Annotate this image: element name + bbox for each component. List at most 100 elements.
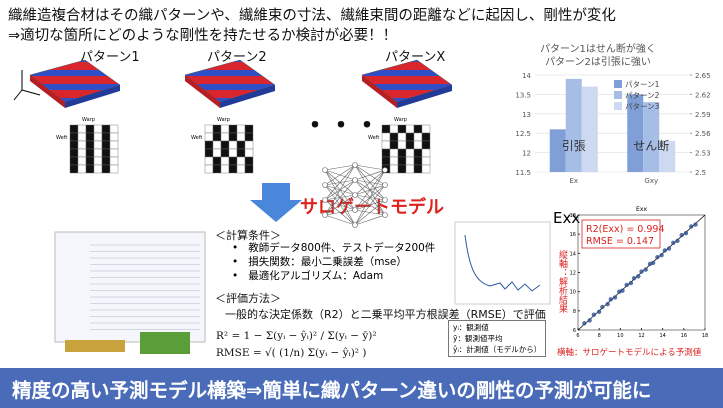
- x-tick-label: 14: [659, 333, 665, 339]
- bar: [549, 129, 566, 172]
- bullet-list: • 教師データ800件、テストデータ200件 • 損失関数：最小二乗誤差（mse…: [232, 241, 435, 283]
- formula: RMSE = √( (1/n) Σ(yᵢ − ŷᵢ)² ): [216, 347, 367, 359]
- node: [352, 162, 358, 168]
- y-tick-label: 13: [522, 111, 531, 119]
- y2-tick-label: 2.56: [695, 130, 711, 138]
- point: [662, 248, 667, 253]
- pattern-label: パターン1: [80, 50, 140, 65]
- node: [352, 192, 358, 198]
- grid-label: Warp: [82, 117, 95, 123]
- node: [382, 182, 388, 188]
- y2-tick-label: 2.65: [695, 72, 711, 80]
- x-tick-label: 8: [598, 333, 601, 339]
- point: [666, 246, 672, 251]
- y2-tick-label: 2.59: [695, 111, 711, 119]
- point: [636, 274, 641, 279]
- node: [382, 212, 388, 218]
- bullet-text: 教師データ800件、テストデータ200件: [248, 242, 436, 254]
- heading: ＜計算条件＞: [215, 229, 281, 242]
- edge: [354, 164, 386, 171]
- point: [683, 231, 689, 236]
- point: [612, 295, 618, 300]
- weave-3d: [361, 59, 453, 108]
- header-line: 織維造複合材はその織パターンや、繊維束の寸法、繊維束間の距離などに起因し、剛性が…: [8, 8, 616, 24]
- y-tick-label: 14: [522, 72, 531, 80]
- chart-title: パターン2は引張に強い: [545, 55, 651, 68]
- legend-label: パターン1: [625, 80, 660, 89]
- point: [628, 280, 634, 286]
- edge: [324, 164, 356, 171]
- down-arrow: [250, 183, 302, 222]
- scatter-chart: Exx Exx 6 8 10 12 14 16 18 6 8 10 12 14 16 18 R2(Exx) = …: [553, 206, 708, 358]
- weave-3d: [184, 59, 276, 108]
- edge: [354, 199, 386, 226]
- bullet: • 最適化アルゴリズム：Adam: [232, 270, 384, 282]
- y2-tick-label: 2.62: [695, 91, 711, 99]
- y-tick-label: 12.5: [515, 130, 531, 138]
- point: [659, 253, 664, 258]
- edge: [324, 179, 356, 216]
- grid-cell: [109, 164, 119, 174]
- node: [382, 167, 388, 173]
- x-tick-label: Gxy: [644, 177, 658, 185]
- edge: [324, 214, 356, 226]
- network-icon: [322, 162, 388, 228]
- edge: [324, 194, 356, 216]
- point: [596, 309, 602, 314]
- chart-title: パターン1はせん断が強く: [540, 42, 656, 55]
- illustrations: Warp Weft Warp Weft Warp Weft: [13, 59, 551, 354]
- x-tick-label: 18: [702, 333, 708, 339]
- bullet-text: 損失関数：最小二乗誤差（mse）: [248, 256, 407, 268]
- ellipsis: ・・・: [302, 111, 381, 141]
- y-tick-label: 6: [573, 328, 576, 334]
- node: [322, 212, 328, 218]
- grid-label: Weft: [191, 135, 202, 141]
- weave-3d: [29, 59, 121, 108]
- y-tick-label: 14: [570, 251, 576, 257]
- y2-tick-label: 2.53: [695, 150, 711, 158]
- legend-swatch: [614, 102, 622, 110]
- y-axis-label: 縦軸：解析結果: [557, 249, 568, 314]
- point: [624, 282, 629, 288]
- legend-label: パターン2: [625, 91, 660, 100]
- point: [643, 267, 648, 272]
- point: [671, 240, 676, 245]
- formula: R² = 1 − Σ(yᵢ − ŷᵢ)² / Σ(yᵢ − ȳ)²: [216, 330, 377, 342]
- pattern-label: パターンX: [385, 50, 446, 65]
- legend-text: ȳ：観測値平均: [453, 334, 503, 343]
- bar: [565, 78, 582, 172]
- edge: [324, 164, 356, 186]
- annotation: RMSE = 0.147: [586, 236, 654, 247]
- header-line: ⇒適切な箇所にどのような剛性を持たせるか検討が必要！！: [8, 28, 398, 44]
- node: [322, 167, 328, 173]
- y-tick-label: 12: [570, 271, 576, 277]
- y-tick-label: 12: [522, 150, 531, 158]
- chart-label: Exx: [553, 209, 580, 227]
- y-tick-label: 16: [570, 232, 576, 238]
- point: [587, 318, 592, 323]
- legend-text: yᵢ：観測値: [453, 323, 489, 332]
- loss-curve: [464, 234, 541, 292]
- legend-label: パターン3: [625, 102, 660, 111]
- axis-icon: [13, 70, 41, 101]
- weave-grids: Warp Weft Warp Weft Warp Weft: [56, 117, 431, 174]
- point: [679, 232, 684, 238]
- grid-cell: [244, 164, 254, 174]
- bar-note: せん断: [633, 138, 669, 153]
- eval-text: 一般的な決定係数（R2）と二乗平均平方根誤差（RMSE）で評価: [225, 308, 546, 321]
- annotation: R2(Exx) = 0.994: [586, 224, 665, 235]
- edge: [324, 164, 356, 201]
- point: [675, 238, 680, 244]
- bar: [643, 102, 660, 172]
- grid-label: Weft: [368, 135, 379, 141]
- bar: [581, 86, 598, 172]
- y-tick-label: 18: [570, 213, 576, 219]
- edge: [354, 169, 386, 211]
- point: [650, 260, 656, 266]
- edge: [324, 209, 356, 216]
- footer-text: 精度の高い予測モデル構築⇒簡単に織パターン違いの剛性の予測が可能に: [12, 379, 652, 402]
- point: [631, 276, 637, 281]
- grid-label: Warp: [217, 117, 230, 123]
- heading: ＜評価方法＞: [215, 292, 281, 305]
